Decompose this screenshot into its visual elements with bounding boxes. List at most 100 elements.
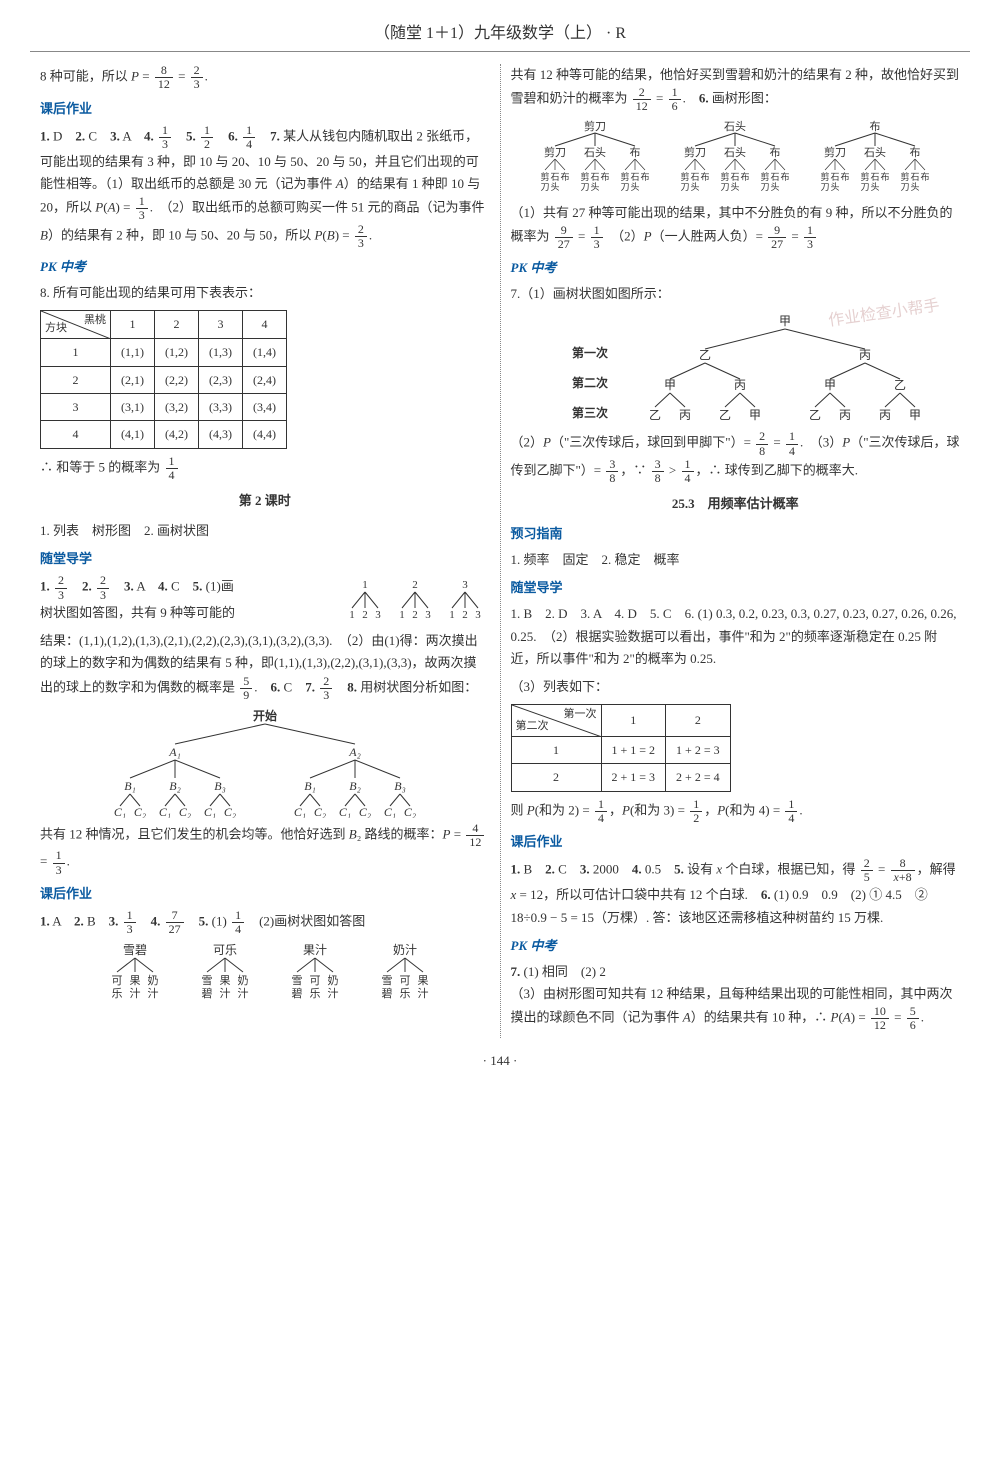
svg-text:雪碧: 雪碧 — [123, 943, 147, 957]
diag-bot-1: 方块 — [45, 319, 67, 338]
suitang1-line1: 1. 23 2. 23 3. A 4. C 5. (1)画 树状图如答图，共有 … — [40, 574, 490, 624]
svg-text:1: 1 — [399, 609, 405, 620]
svg-text:可: 可 — [111, 975, 122, 987]
pk2-text: 7.（1）画树状图如图所示： — [511, 283, 961, 305]
svg-text:汁: 汁 — [147, 987, 158, 1000]
svg-text:丙: 丙 — [734, 378, 746, 392]
svg-text:头: 头 — [731, 182, 740, 192]
svg-text:石头: 石头 — [584, 146, 606, 159]
diag-top-2: 第一次 — [564, 705, 597, 724]
cell: (1,3) — [199, 339, 243, 366]
kehou3-heading: 课后作业 — [511, 831, 961, 853]
pk3-text: 7. (1) 相同 (2) 2 （3）由树形图可知共有 12 种结果，且每种结果… — [511, 961, 961, 1033]
svg-text:乙: 乙 — [699, 348, 711, 362]
svg-text:果: 果 — [417, 974, 428, 987]
col-header: 2 — [666, 704, 731, 736]
svg-text:C₂: C₂ — [359, 805, 371, 818]
svg-text:3: 3 — [425, 609, 431, 620]
svg-text:2: 2 — [362, 609, 368, 620]
svg-text:刀: 刀 — [581, 182, 590, 192]
svg-text:可乐: 可乐 — [213, 943, 237, 957]
svg-text:布: 布 — [881, 171, 890, 182]
cell: 1 + 1 = 2 — [601, 736, 666, 763]
svg-text:C₁: C₁ — [204, 805, 216, 818]
svg-text:果汁: 果汁 — [303, 943, 327, 957]
svg-text:布: 布 — [781, 171, 790, 182]
svg-text:刀: 刀 — [761, 182, 770, 192]
svg-text:C₁: C₁ — [339, 805, 351, 818]
tree-abc: 开始 A₁A₂ B₁B₂B₃ B₁B₂B₃ C₁C₂ C₁C₂ — [75, 708, 455, 818]
svg-text:布: 布 — [910, 146, 921, 159]
cell: (4,3) — [199, 421, 243, 448]
svg-text:头: 头 — [871, 182, 880, 192]
cell: (2,1) — [111, 366, 155, 393]
svg-text:C₁: C₁ — [384, 805, 396, 818]
svg-text:可: 可 — [309, 975, 320, 987]
left-column: 8 种可能，所以 P = 812 = 23. 课后作业 1. D 2. C 3.… — [30, 64, 501, 1038]
svg-text:头: 头 — [771, 182, 780, 192]
svg-text:剪: 剪 — [721, 171, 730, 182]
svg-text:C₁: C₁ — [114, 805, 126, 818]
svg-text:汁: 汁 — [237, 987, 248, 1000]
cell: (1,1) — [111, 339, 155, 366]
row-header: 3 — [41, 393, 111, 420]
svg-text:剪: 剪 — [541, 171, 550, 182]
suitang2-text: 1. B 2. D 3. A 4. D 5. C 6. (1) 0.3, 0.2… — [511, 603, 961, 669]
kehou1-answers: 1. D 2. C 3. A 4. 13 5. 12 6. 14 7. 某人从钱… — [40, 124, 490, 250]
row-header: 4 — [41, 421, 111, 448]
svg-text:布: 布 — [870, 120, 881, 133]
svg-text:C₁: C₁ — [294, 805, 306, 818]
svg-text:剪: 剪 — [681, 171, 690, 182]
drinks-after: 共有 12 种等可能的结果，他恰好买到雪碧和奶汁的结果有 2 种，故他恰好买到雪… — [511, 64, 961, 113]
svg-text:布: 布 — [641, 171, 650, 182]
cell: (2,2) — [155, 366, 199, 393]
pk1-text: 8. 所有可能出现的结果可用下表表示： — [40, 282, 490, 304]
svg-text:3: 3 — [375, 609, 381, 620]
lesson2-title: 第 2 课时 — [40, 490, 490, 512]
svg-text:刀: 刀 — [721, 182, 730, 192]
svg-text:剪刀: 剪刀 — [544, 145, 566, 159]
tree-ball: 甲 第一次 乙丙 第二次 甲丙甲乙 第三次 乙丙 乙甲 乙丙 丙甲 — [535, 311, 935, 426]
row-header: 2 — [511, 764, 601, 791]
svg-text:A₁: A₁ — [168, 745, 181, 759]
svg-text:石: 石 — [631, 172, 640, 182]
cell: (2,3) — [199, 366, 243, 393]
row-header: 2 — [41, 366, 111, 393]
cell: 1 + 2 = 3 — [666, 736, 731, 763]
right-column: 共有 12 种等可能的结果，他恰好买到雪碧和奶汁的结果有 2 种，故他恰好买到雪… — [501, 64, 971, 1038]
intro-line: 8 种可能，所以 P = 812 = 23. — [40, 64, 490, 91]
svg-text:C₂: C₂ — [404, 805, 416, 818]
suitang2-heading: 随堂导学 — [511, 577, 961, 599]
kehou2-text: 1. A 2. B 3. 13 4. 727 5. (1) 14 (2)画树状图… — [40, 909, 490, 936]
svg-text:石: 石 — [591, 172, 600, 182]
svg-text:布: 布 — [841, 171, 850, 182]
svg-text:乐: 乐 — [309, 987, 320, 1000]
svg-text:碧: 碧 — [201, 987, 212, 1000]
row-header: 1 — [511, 736, 601, 763]
svg-text:雪: 雪 — [291, 974, 302, 987]
table2-intro: （3）列表如下： — [511, 676, 961, 698]
svg-text:乐: 乐 — [111, 987, 122, 1000]
cell: (2,4) — [243, 366, 287, 393]
svg-text:碧: 碧 — [291, 987, 302, 1000]
tree-drinks: 雪碧可乐果汁奶汁 可果奶 雪果奶 雪可奶 雪可果 乐汁汁 碧汁汁 碧乐汁 碧乐汁 — [75, 942, 455, 1004]
suitang1-heading: 随堂导学 — [40, 548, 490, 570]
svg-text:刀: 刀 — [621, 182, 630, 192]
cell: (4,1) — [111, 421, 155, 448]
svg-text:汁: 汁 — [219, 987, 230, 1000]
kehou1-heading: 课后作业 — [40, 98, 490, 120]
cell: (3,4) — [243, 393, 287, 420]
tree-123: 123 123 123 123 — [340, 578, 490, 620]
diag-top-1: 黑桃 — [84, 311, 106, 330]
pk3-heading: PK 中考 — [511, 935, 961, 957]
svg-text:第一次: 第一次 — [572, 345, 608, 360]
svg-text:刀: 刀 — [901, 182, 910, 192]
svg-text:刀: 刀 — [821, 182, 830, 192]
svg-text:丙: 丙 — [839, 408, 851, 422]
svg-text:刀: 刀 — [541, 182, 550, 192]
col-header: 4 — [243, 311, 287, 339]
svg-text:头: 头 — [591, 182, 600, 192]
svg-text:雪: 雪 — [201, 974, 212, 987]
svg-text:剪: 剪 — [901, 171, 910, 182]
svg-text:布: 布 — [701, 171, 710, 182]
